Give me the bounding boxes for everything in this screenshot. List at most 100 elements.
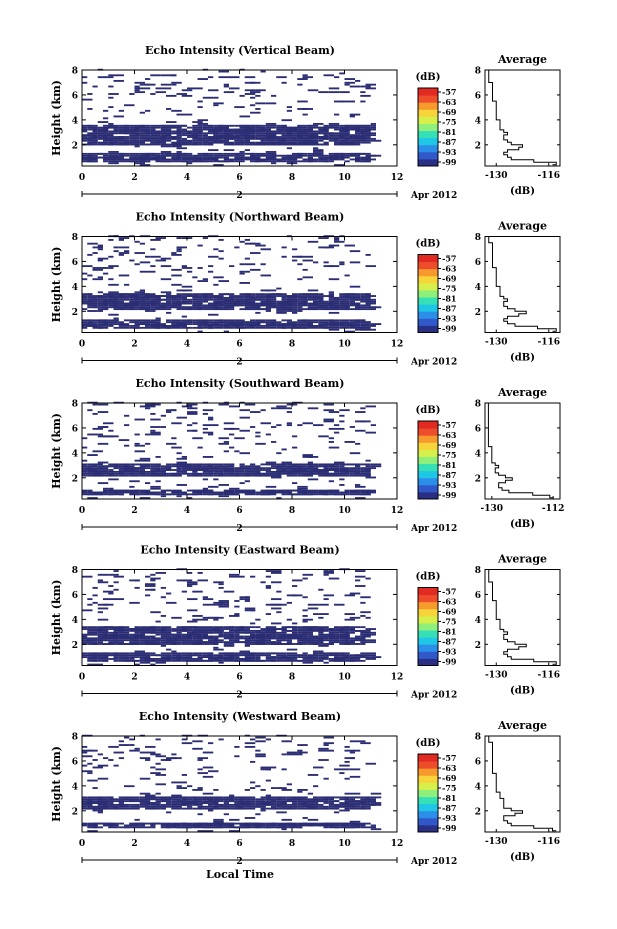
- heatmap-cell: [118, 325, 124, 327]
- heatmap-cell: [323, 154, 329, 157]
- heatmap-cell: [155, 807, 161, 810]
- heatmap-cell: [134, 586, 140, 589]
- heatmap-cell: [87, 300, 93, 303]
- colorbar-swatch: [418, 275, 438, 284]
- heatmap-cell: [234, 822, 240, 825]
- heatmap-cell: [208, 416, 214, 419]
- heatmap-cell: [160, 652, 172, 655]
- heatmap-cell: [344, 760, 350, 763]
- heatmap-cell: [265, 631, 271, 634]
- heatmap-cell: [171, 74, 177, 77]
- heatmap-cell: [244, 826, 250, 829]
- heatmap-cell: [344, 134, 350, 137]
- heatmap-cell: [334, 158, 340, 161]
- heatmap-cell: [160, 295, 166, 297]
- heatmap-cell: [92, 403, 98, 406]
- heatmap-cell: [334, 656, 340, 659]
- heatmap-cell: [297, 321, 303, 324]
- heatmap-cell: [103, 154, 109, 157]
- heatmap-cell: [344, 656, 350, 659]
- heatmap-cell: [160, 304, 166, 307]
- heatmap-cell: [124, 326, 130, 329]
- heatmap-cell: [328, 411, 340, 413]
- heatmap-cell: [192, 134, 203, 137]
- heatmap-cell: [139, 637, 145, 640]
- heatmap-cell: [124, 803, 130, 806]
- heatmap-cell: [239, 326, 250, 329]
- heatmap-cell: [339, 100, 345, 103]
- heatmap-cell: [108, 152, 114, 155]
- heatmap-cell: [255, 160, 261, 163]
- profile-y-tick-label: 4: [475, 116, 481, 126]
- heatmap-cell: [134, 136, 140, 138]
- heatmap-cell: [134, 304, 140, 307]
- heatmap-cell: [265, 302, 271, 305]
- colorbar-tick-label: -69: [442, 773, 457, 783]
- heatmap-cell: [323, 124, 329, 127]
- heatmap-cell: [292, 308, 298, 311]
- heatmap-cell: [208, 124, 214, 127]
- colorbar-swatch: [418, 796, 438, 805]
- heatmap-cell: [197, 465, 203, 468]
- heatmap-cell: [260, 274, 271, 277]
- heatmap-cell: [213, 637, 219, 640]
- heatmap-cell: [344, 306, 350, 309]
- heatmap-cell: [302, 300, 308, 303]
- heatmap-cell: [218, 635, 224, 638]
- heatmap-cell: [176, 637, 182, 640]
- colorbar-tick-label: -57: [442, 420, 456, 430]
- heatmap-cell: [302, 639, 308, 642]
- heatmap-cell: [187, 412, 198, 415]
- heatmap-cell: [171, 489, 177, 492]
- heatmap-cell: [139, 457, 151, 460]
- heatmap-cell: [139, 304, 145, 307]
- heatmap-cell: [234, 805, 240, 808]
- colorbar-swatch: [418, 594, 438, 603]
- heatmap-cell: [166, 463, 172, 466]
- heatmap-cell: [323, 777, 329, 780]
- heatmap-cell: [360, 467, 366, 470]
- heatmap-cell: [302, 76, 313, 79]
- heatmap-cell: [113, 588, 119, 591]
- profile-line: [488, 736, 557, 832]
- heatmap-cell: [129, 156, 135, 159]
- heatmap-cell: [192, 276, 198, 279]
- heatmap-cell: [318, 637, 324, 640]
- heatmap-cell: [145, 83, 156, 86]
- heatmap-cell: [344, 100, 355, 103]
- heatmap-cell: [97, 126, 103, 129]
- heatmap-cell: [124, 152, 130, 155]
- heatmap-cell: [265, 658, 271, 660]
- heatmap-cell: [313, 613, 319, 616]
- heatmap-cell: [134, 87, 145, 90]
- heatmap-cell: [339, 409, 350, 412]
- heatmap-cell: [192, 154, 198, 157]
- heatmap-cell: [97, 276, 103, 279]
- heatmap-cell: [292, 802, 298, 804]
- heatmap-cell: [265, 802, 271, 804]
- heatmap-cell: [349, 768, 361, 771]
- heatmap-cell: [181, 124, 187, 127]
- heatmap-cell: [244, 643, 250, 645]
- heatmap-cell: [208, 770, 219, 773]
- heatmap-cell: [87, 141, 98, 144]
- heatmap-cell: [134, 298, 140, 301]
- heatmap-cell: [208, 474, 214, 477]
- heatmap-cell: [297, 128, 303, 131]
- heatmap-cell: [318, 319, 324, 322]
- heatmap-cell: [323, 326, 334, 329]
- heatmap-cell: [150, 659, 156, 662]
- heatmap-cell: [150, 772, 161, 775]
- heatmap-cell: [124, 626, 130, 629]
- heatmap-cell: [134, 579, 140, 582]
- heatmap-cell: [113, 160, 119, 163]
- heatmap-cell: [129, 485, 135, 488]
- heatmap-cell: [124, 805, 130, 808]
- heatmap-cell: [97, 573, 109, 576]
- heatmap-cell: [181, 628, 187, 630]
- heatmap-cell: [276, 633, 282, 636]
- heatmap-cell: [150, 431, 161, 434]
- profile-y-tick-label: 6: [475, 757, 481, 767]
- colorbar-swatch: [418, 824, 438, 833]
- heatmap-cell: [213, 618, 219, 621]
